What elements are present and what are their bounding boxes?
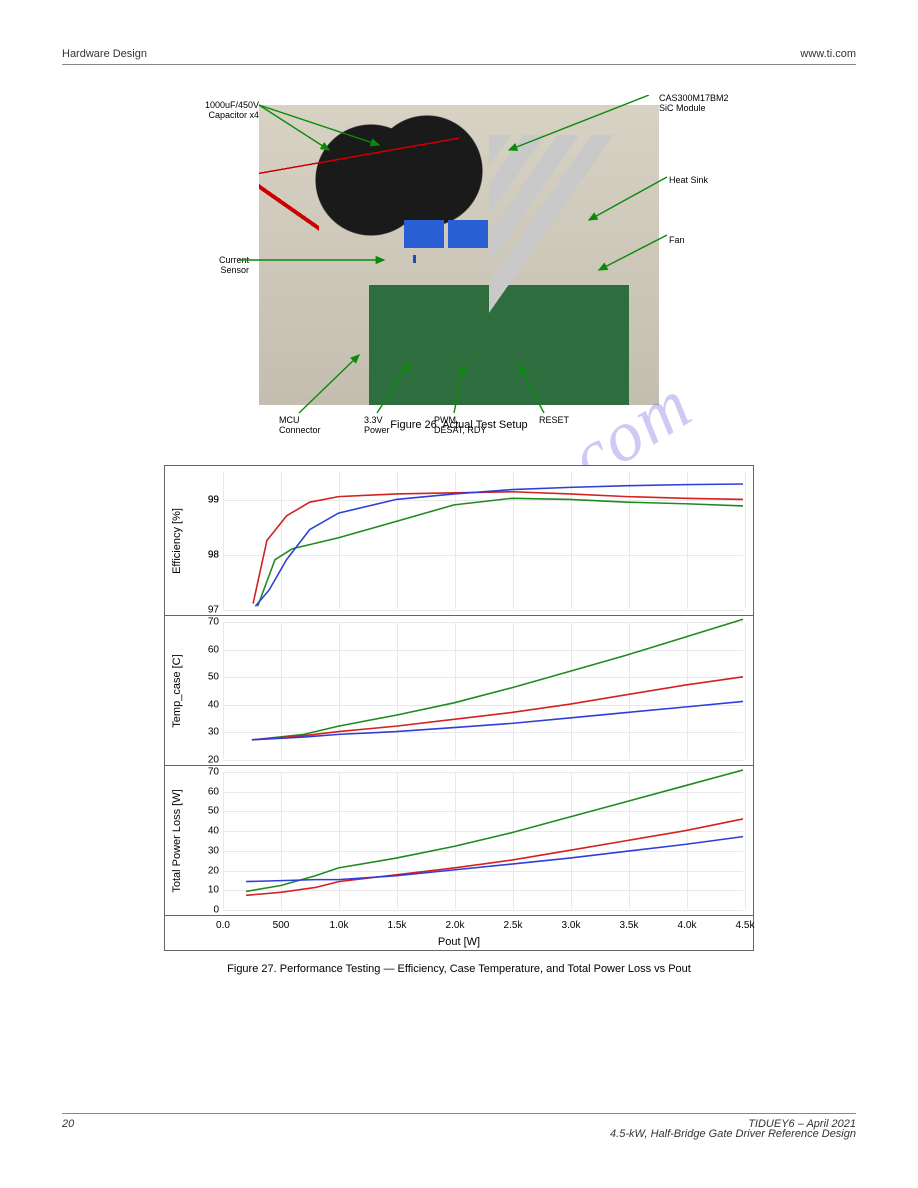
y-tick-label: 60 bbox=[165, 644, 219, 655]
y-axis-label: Efficiency [%] bbox=[171, 508, 183, 574]
chart-panel: Efficiency [%]9798989999 bbox=[165, 466, 753, 616]
test-setup-photo bbox=[259, 105, 659, 405]
y-tick-label: 30 bbox=[165, 727, 219, 738]
chart-panel: Temp_case [C] 20 30 40 50 60 70 bbox=[165, 616, 753, 766]
series-svg bbox=[223, 622, 743, 759]
figure-27-caption: Figure 27. Performance Testing — Efficie… bbox=[62, 963, 856, 975]
figure-27-chart: Efficiency [%]9798989999Temp_case [C]203… bbox=[164, 465, 754, 951]
x-tick-label: 0.0 bbox=[216, 920, 230, 931]
header-right: www.ti.com bbox=[800, 48, 856, 60]
x-tick-label: 4.5k bbox=[736, 920, 755, 931]
x-tick-label: 3.0k bbox=[562, 920, 581, 931]
x-tick-label: 1.0k bbox=[330, 920, 349, 931]
y-tick-label: 98 bbox=[165, 549, 219, 560]
y-tick-label: 50 bbox=[165, 672, 219, 683]
callout-caps: 1000uF/450VCapacitor x4 bbox=[139, 100, 259, 121]
chart-panel: Total Power Loss [W] 0 10 20 30 40 50 60 70 bbox=[165, 766, 753, 916]
x-tick-label: 2.0k bbox=[446, 920, 465, 931]
series-svg bbox=[223, 472, 743, 609]
y-tick-label: 70 bbox=[165, 767, 219, 778]
y-tick-label: 30 bbox=[165, 845, 219, 856]
callout-sic: CAS300M17BM2SiC Module bbox=[659, 93, 729, 114]
plot-area bbox=[223, 472, 743, 609]
y-tick-label: 50 bbox=[165, 806, 219, 817]
callout-heatsink: Heat Sink bbox=[669, 175, 708, 185]
y-tick-label: 0 bbox=[165, 905, 219, 916]
callout-reset: RESET bbox=[539, 415, 569, 425]
plot-area bbox=[223, 772, 743, 909]
footer-page: 20 bbox=[62, 1118, 74, 1130]
header-rule bbox=[62, 64, 856, 65]
y-tick-label: 40 bbox=[165, 699, 219, 710]
y-axis-label: Temp_case [C] bbox=[171, 654, 183, 727]
x-tick-label: 500 bbox=[273, 920, 290, 931]
y-axis-label: Total Power Loss [W] bbox=[171, 789, 183, 892]
footer-rule bbox=[62, 1113, 856, 1114]
page-header: Hardware Design www.ti.com bbox=[62, 48, 856, 60]
x-tick-label: 3.5k bbox=[620, 920, 639, 931]
y-tick-label: 97 bbox=[165, 605, 219, 616]
page-footer: 20 TIDUEY6 – April 2021 4.5-kW, Half-Bri… bbox=[62, 1113, 856, 1140]
callout-pwm: PWM,DESAT, RDY bbox=[434, 415, 486, 436]
photo-wrap: 1000uF/450VCapacitor x4 CAS300M17BM2SiC … bbox=[229, 105, 689, 405]
header-left: Hardware Design bbox=[62, 48, 147, 60]
figure-26: 1000uF/450VCapacitor x4 CAS300M17BM2SiC … bbox=[62, 105, 856, 431]
x-tick-label: 1.5k bbox=[388, 920, 407, 931]
x-tick-label: 2.5k bbox=[504, 920, 523, 931]
x-axis: 0.0 500 1.0k 1.5k 2.0k 2.5k 3.0k 3.5k 4.0k 4.5k Po… bbox=[165, 916, 753, 950]
callout-3v3: 3.3VPower bbox=[364, 415, 390, 436]
x-axis-label: Pout [W] bbox=[438, 936, 480, 948]
y-tick-label: 99 bbox=[165, 494, 219, 505]
page-content: Hardware Design www.ti.com 1000uF/450VCa… bbox=[62, 48, 856, 975]
y-tick-label: 40 bbox=[165, 826, 219, 837]
callout-mcu: MCUConnector bbox=[279, 415, 321, 436]
x-tick-label: 4.0k bbox=[678, 920, 697, 931]
y-tick-label: 70 bbox=[165, 617, 219, 628]
plot-area bbox=[223, 622, 743, 759]
y-tick-label: 20 bbox=[165, 865, 219, 876]
y-tick-label: 10 bbox=[165, 885, 219, 896]
callout-fan: Fan bbox=[669, 235, 685, 245]
footer-right: 4.5-kW, Half-Bridge Gate Driver Referenc… bbox=[610, 1128, 856, 1140]
callout-current-sensor: CurrentSensor bbox=[159, 255, 249, 276]
y-tick-label: 60 bbox=[165, 786, 219, 797]
series-svg bbox=[223, 772, 743, 909]
y-tick-label: 20 bbox=[165, 755, 219, 766]
